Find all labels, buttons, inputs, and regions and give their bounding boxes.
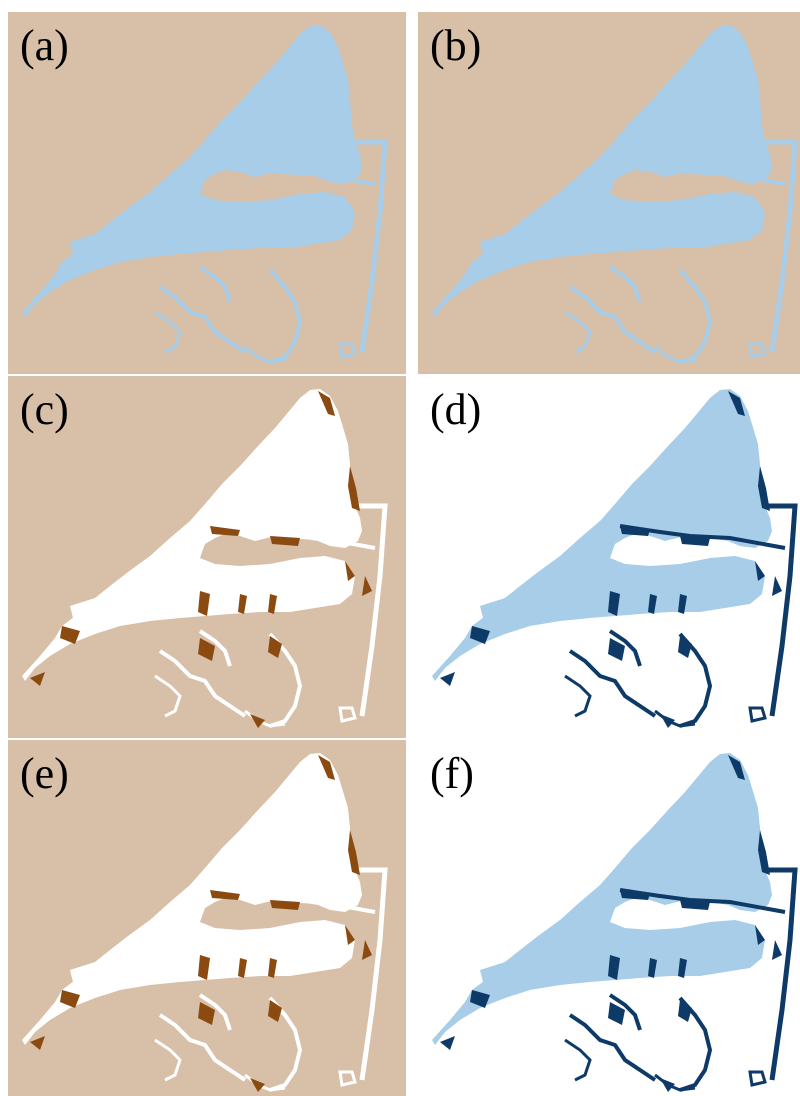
map-panel: (d) [418,376,800,738]
map-panel: (e) [8,740,406,1096]
panel-label: (f) [430,749,474,798]
panel-label: (c) [20,385,69,434]
map-panel: (f) [418,740,800,1096]
map-panel: (b) [418,12,800,374]
panel-label: (d) [430,385,481,434]
panel-label: (e) [20,749,69,798]
map-panel: (c) [8,376,406,738]
panel-label: (b) [430,21,481,70]
map-panel: (a) [8,12,406,374]
panel-label: (a) [20,21,69,70]
